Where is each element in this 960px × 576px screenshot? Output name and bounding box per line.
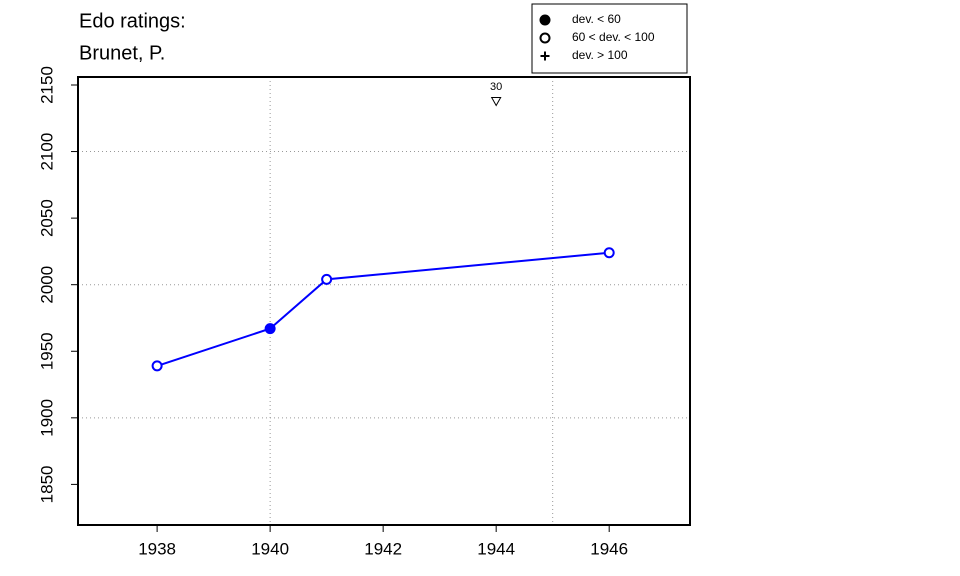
legend-label: dev. > 100 bbox=[572, 48, 628, 62]
x-tick-label: 1940 bbox=[251, 539, 289, 558]
legend-box bbox=[531, 3, 688, 74]
data-point bbox=[321, 273, 333, 285]
chart-subtitle: Brunet, P. bbox=[79, 42, 165, 64]
legend-marker bbox=[539, 32, 551, 44]
data-point bbox=[151, 360, 163, 372]
y-tick-label: 2100 bbox=[37, 133, 56, 171]
legend-marker bbox=[539, 14, 551, 26]
y-tick-label: 2150 bbox=[37, 66, 56, 104]
data-point bbox=[264, 323, 276, 335]
plot-frame bbox=[77, 76, 691, 526]
x-tick-label: 1942 bbox=[364, 539, 402, 558]
chart-title: Edo ratings: bbox=[79, 10, 186, 32]
x-tick-label: 1938 bbox=[138, 539, 176, 558]
y-tick-label: 2050 bbox=[37, 199, 56, 237]
x-tick-label: 1944 bbox=[477, 539, 515, 558]
x-tick-label: 1946 bbox=[590, 539, 628, 558]
annotation-label: 30 bbox=[490, 81, 502, 93]
y-tick-label: 1950 bbox=[37, 332, 56, 370]
y-tick-label: 2000 bbox=[37, 266, 56, 304]
series-line bbox=[156, 251, 610, 367]
y-tick-label: 1850 bbox=[37, 465, 56, 503]
legend-label: dev. < 60 bbox=[572, 12, 621, 26]
annotation-marker bbox=[490, 96, 502, 107]
data-point bbox=[603, 247, 615, 259]
legend-marker bbox=[540, 51, 550, 61]
y-tick-label: 1900 bbox=[37, 399, 56, 437]
legend-label: 60 < dev. < 100 bbox=[572, 30, 655, 44]
